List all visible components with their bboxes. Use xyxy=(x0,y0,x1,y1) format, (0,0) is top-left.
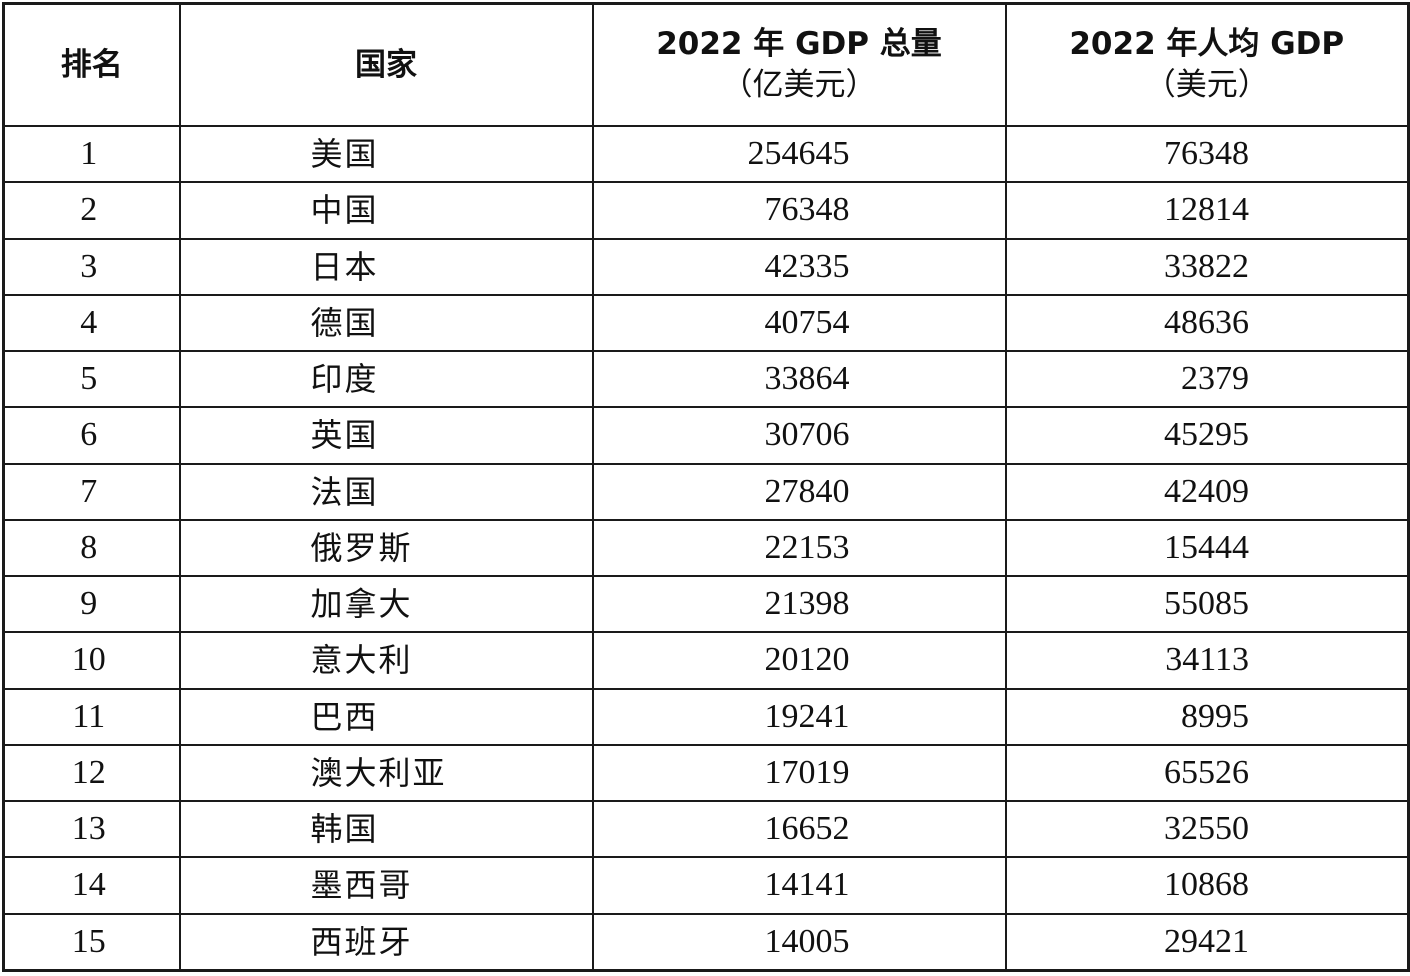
rank-cell: 12 xyxy=(2,743,181,803)
gdp-per-capita-cell: 8995 xyxy=(1004,687,1410,746)
gdp-total-cell: 76348 xyxy=(591,181,1007,240)
gdp-total-cell: 22153 xyxy=(591,518,1007,578)
rank-cell: 6 xyxy=(2,406,181,465)
gdp-per-capita-cell: 10868 xyxy=(1004,856,1410,915)
country-cell: 澳大利亚 xyxy=(178,743,594,803)
header-gdp: 2022 年 GDP 总量 （亿美元） xyxy=(591,2,1007,127)
gdp-total-cell: 42335 xyxy=(591,237,1007,296)
gdp-per-capita-cell: 33822 xyxy=(1004,237,1410,296)
table-row: 5 印度 33864 2379 xyxy=(2,349,1410,409)
gdp-per-capita-cell: 29421 xyxy=(1004,912,1410,972)
table-row: 9 加拿大 21398 55085 xyxy=(2,574,1410,634)
table-row: 12 澳大利亚 17019 65526 xyxy=(2,743,1410,803)
rank-cell: 3 xyxy=(2,237,181,296)
rank-cell: 13 xyxy=(2,799,181,859)
header-row: 排名 国家 2022 年 GDP 总量 （亿美元） 2022 年人均 GDP （… xyxy=(2,2,1410,127)
header-per-capita-title: 2022 年人均 GDP xyxy=(1069,26,1345,62)
gdp-per-capita-cell: 48636 xyxy=(1004,293,1410,353)
table-row: 13 韩国 16652 32550 xyxy=(2,799,1410,859)
table-row: 4 德国 40754 48636 xyxy=(2,293,1410,353)
gdp-per-capita-cell: 32550 xyxy=(1004,799,1410,859)
rank-cell: 7 xyxy=(2,462,181,521)
table-row: 3 日本 42335 33822 xyxy=(2,237,1410,296)
gdp-total-cell: 14141 xyxy=(591,856,1007,915)
table-row: 2 中国 76348 12814 xyxy=(2,181,1410,240)
header-rank: 排名 xyxy=(2,2,181,127)
country-cell: 日本 xyxy=(178,237,594,296)
header-country: 国家 xyxy=(178,2,594,127)
gdp-total-cell: 14005 xyxy=(591,912,1007,972)
gdp-per-capita-cell: 42409 xyxy=(1004,462,1410,521)
country-cell: 中国 xyxy=(178,181,594,240)
country-cell: 俄罗斯 xyxy=(178,518,594,578)
table-body: 1 美国 254645 76348 2 中国 76348 12814 3 日本 42335 33822… xyxy=(2,124,1410,972)
table-row: 10 意大利 20120 34113 xyxy=(2,631,1410,690)
gdp-per-capita-cell: 55085 xyxy=(1004,574,1410,634)
gdp-per-capita-cell: 65526 xyxy=(1004,743,1410,803)
table-row: 1 美国 254645 76348 xyxy=(2,124,1410,184)
country-cell: 英国 xyxy=(178,406,594,465)
table-row: 15 西班牙 14005 29421 xyxy=(2,912,1410,972)
country-cell: 法国 xyxy=(178,462,594,521)
table-row: 8 俄罗斯 22153 15444 xyxy=(2,518,1410,578)
gdp-per-capita-cell: 12814 xyxy=(1004,181,1410,240)
gdp-per-capita-cell: 76348 xyxy=(1004,124,1410,184)
gdp-total-cell: 19241 xyxy=(591,687,1007,746)
gdp-total-cell: 17019 xyxy=(591,743,1007,803)
rank-cell: 1 xyxy=(2,124,181,184)
gdp-per-capita-cell: 34113 xyxy=(1004,631,1410,690)
gdp-total-cell: 40754 xyxy=(591,293,1007,353)
country-cell: 韩国 xyxy=(178,799,594,859)
gdp-total-cell: 254645 xyxy=(591,124,1007,184)
country-cell: 巴西 xyxy=(178,687,594,746)
gdp-per-capita-cell: 15444 xyxy=(1004,518,1410,578)
table-row: 6 英国 30706 45295 xyxy=(2,406,1410,465)
header-gdp-title: 2022 年 GDP 总量 xyxy=(656,26,942,62)
country-cell: 美国 xyxy=(178,124,594,184)
rank-cell: 8 xyxy=(2,518,181,578)
gdp-per-capita-cell: 2379 xyxy=(1004,349,1410,409)
rank-cell: 10 xyxy=(2,631,181,690)
country-cell: 意大利 xyxy=(178,631,594,690)
table-header: 排名 国家 2022 年 GDP 总量 （亿美元） 2022 年人均 GDP （… xyxy=(2,2,1410,127)
rank-cell: 9 xyxy=(2,574,181,634)
table-row: 7 法国 27840 42409 xyxy=(2,462,1410,521)
country-cell: 加拿大 xyxy=(178,574,594,634)
gdp-total-cell: 33864 xyxy=(591,349,1007,409)
header-gdp-unit: （亿美元） xyxy=(721,67,877,103)
country-cell: 印度 xyxy=(178,349,594,409)
gdp-total-cell: 21398 xyxy=(591,574,1007,634)
rank-cell: 4 xyxy=(2,293,181,353)
gdp-total-cell: 16652 xyxy=(591,799,1007,859)
rank-cell: 5 xyxy=(2,349,181,409)
country-cell: 墨西哥 xyxy=(178,856,594,915)
gdp-total-cell: 27840 xyxy=(591,462,1007,521)
gdp-total-cell: 30706 xyxy=(591,406,1007,465)
rank-cell: 11 xyxy=(2,687,181,746)
rank-cell: 2 xyxy=(2,181,181,240)
country-cell: 德国 xyxy=(178,293,594,353)
gdp-per-capita-cell: 45295 xyxy=(1004,406,1410,465)
header-per-capita-unit: （美元） xyxy=(1144,67,1269,103)
table-row: 14 墨西哥 14141 10868 xyxy=(2,856,1410,915)
table-row: 11 巴西 19241 8995 xyxy=(2,687,1410,746)
rank-cell: 14 xyxy=(2,856,181,915)
gdp-total-cell: 20120 xyxy=(591,631,1007,690)
country-cell: 西班牙 xyxy=(178,912,594,972)
header-per-capita: 2022 年人均 GDP （美元） xyxy=(1004,2,1410,127)
rank-cell: 15 xyxy=(2,912,181,972)
